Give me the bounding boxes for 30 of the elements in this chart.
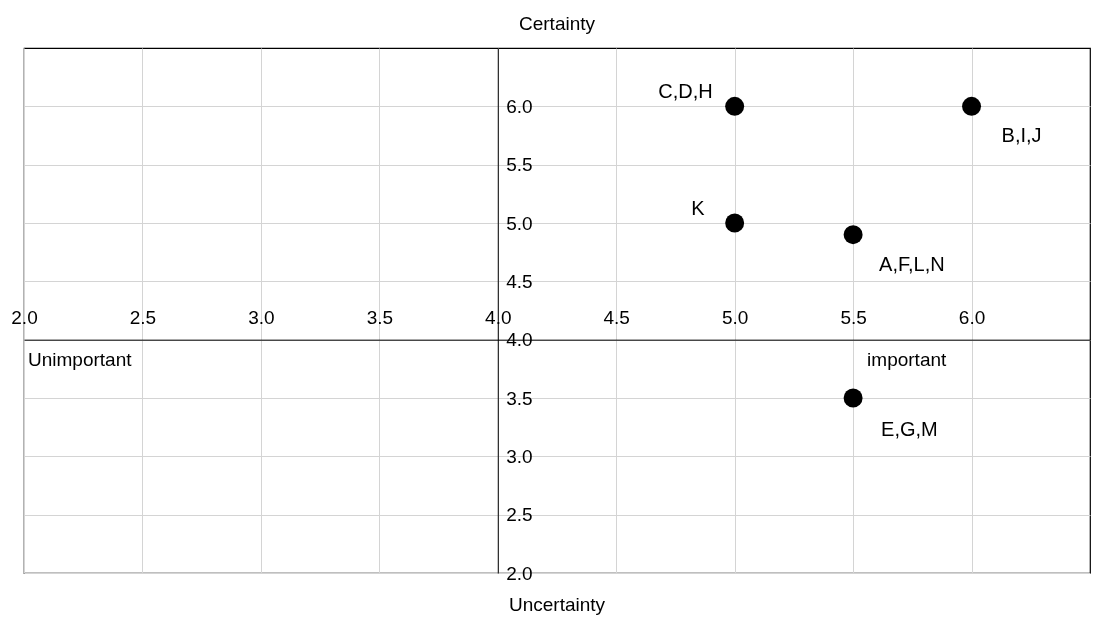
x-tick-label: 3.5	[366, 307, 394, 329]
y-tick-label: 5.5	[506, 154, 533, 176]
point	[725, 96, 745, 116]
series-label: B,I,J	[1001, 124, 1042, 147]
x-tick-label: 2.5	[129, 307, 157, 329]
series-label: E,G,M	[881, 418, 938, 440]
x-tick-label: 5.0	[721, 307, 749, 329]
annotation: important	[867, 348, 948, 370]
text: Uncertainty	[508, 594, 606, 615]
point	[725, 213, 745, 233]
y-tick-label: 6.0	[506, 95, 533, 117]
series-label: K	[691, 197, 706, 219]
y-tick-label: 3.5	[506, 387, 533, 409]
point	[962, 96, 982, 116]
y-tick-label: 2.5	[506, 504, 533, 526]
point	[843, 225, 863, 245]
y-tick-label: 2.0	[506, 562, 533, 584]
series-label: C,D,H	[658, 80, 713, 103]
annotation: Unimportant	[28, 348, 133, 370]
x-tick-label: 3.0	[248, 307, 275, 329]
y-tick-label: 3.0	[506, 445, 533, 467]
x-tick-label: 2.0	[11, 307, 38, 329]
y-tick-label: 4.5	[506, 270, 533, 292]
x-tick-label: 5.5	[840, 307, 867, 329]
y-tick-label: 5.0	[506, 212, 533, 234]
x-tick-label: 6.0	[958, 307, 986, 329]
chart-title: Certainty	[518, 13, 596, 34]
x-tick-label: 4.5	[603, 307, 630, 329]
point	[843, 388, 863, 408]
series-label: A,F,L,N	[879, 252, 945, 275]
